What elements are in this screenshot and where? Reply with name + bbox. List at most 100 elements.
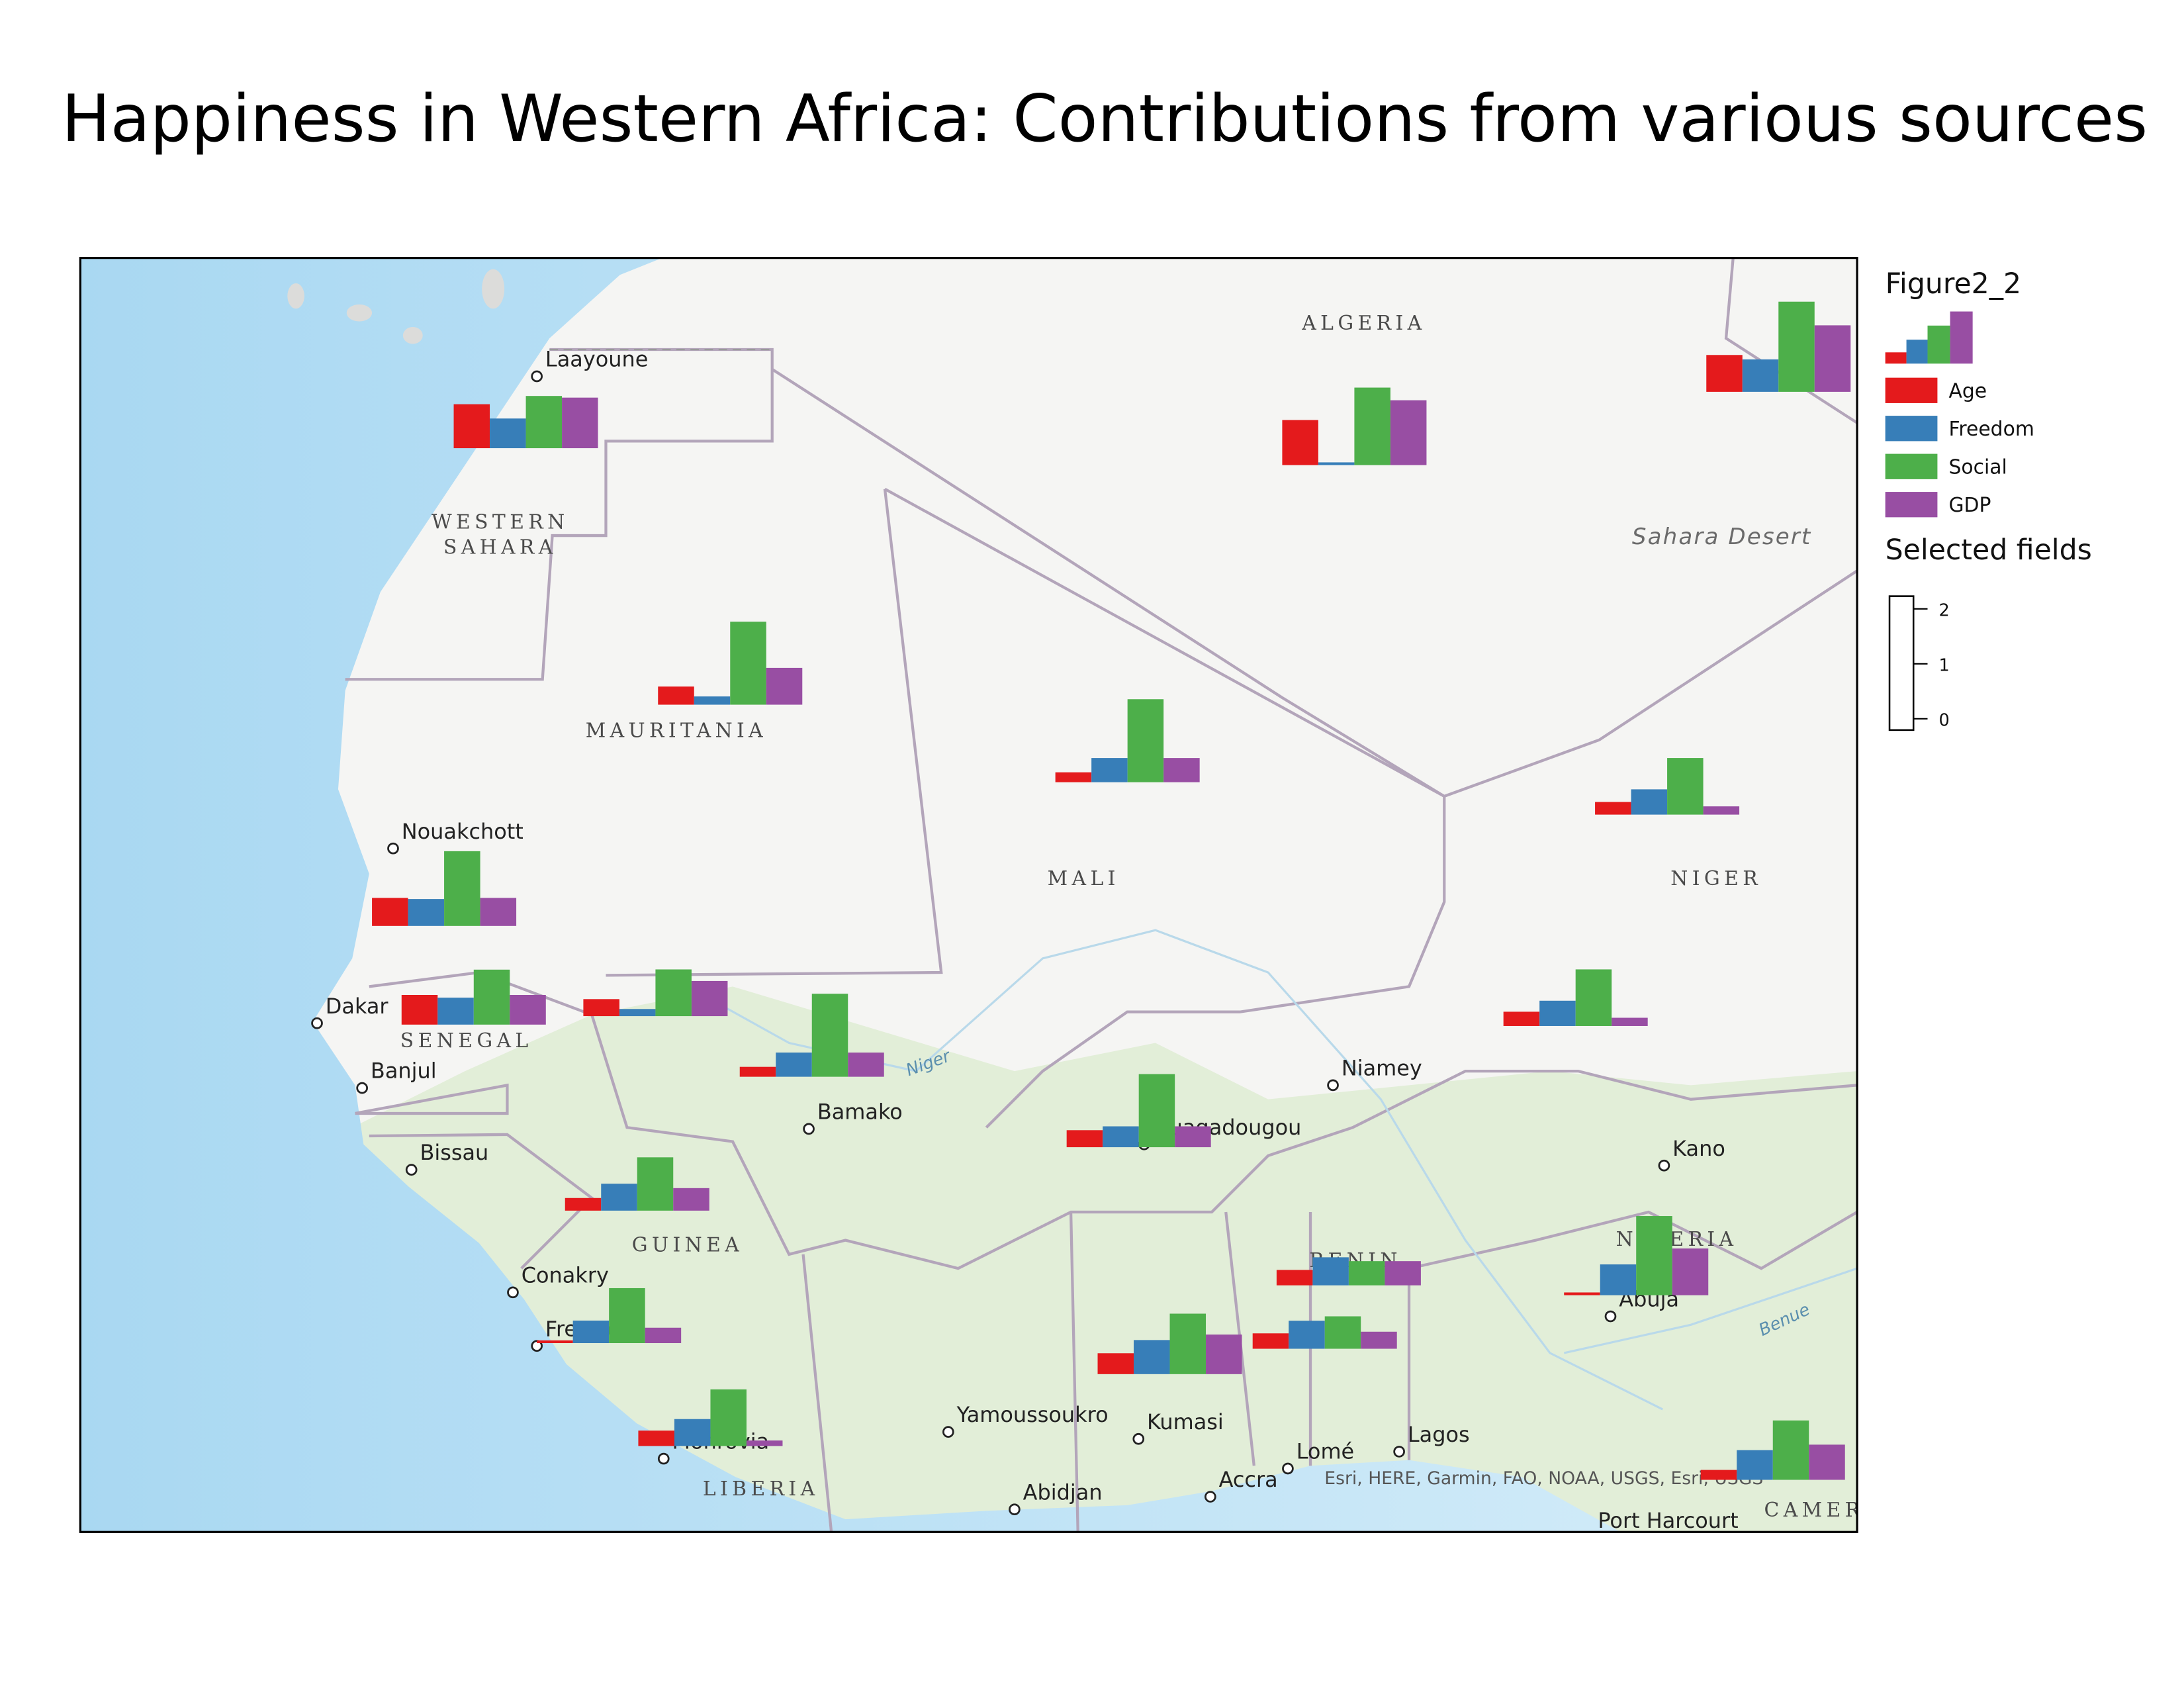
bar <box>1595 802 1631 815</box>
river <box>1563 1267 1858 1354</box>
bar <box>1055 772 1092 782</box>
bar <box>1134 1340 1170 1374</box>
city-dot <box>1327 1079 1339 1092</box>
bar <box>1276 1270 1313 1286</box>
bar <box>1772 1420 1809 1480</box>
bar <box>1672 1248 1709 1295</box>
bar <box>1636 1216 1672 1295</box>
bar <box>848 1053 884 1077</box>
bar <box>1667 758 1704 815</box>
bar <box>1631 789 1668 815</box>
bar <box>537 1340 573 1343</box>
city-label: Accra <box>1219 1467 1278 1492</box>
icon-bar <box>1927 325 1950 364</box>
city-dot <box>657 1452 670 1465</box>
city-dot <box>1132 1432 1145 1445</box>
legend-swatch <box>1885 453 1938 479</box>
bar <box>1318 462 1355 465</box>
size-tick-label: 1 <box>1939 655 1950 675</box>
bar-chart <box>1276 1257 1421 1286</box>
bar <box>1361 1331 1397 1349</box>
legend-label: Freedom <box>1948 418 2034 441</box>
bar <box>565 1197 602 1211</box>
bar <box>1312 1257 1349 1286</box>
bar <box>1703 806 1740 815</box>
legend-swatch <box>1885 416 1938 442</box>
bar <box>583 999 619 1017</box>
bar <box>1138 1074 1175 1148</box>
legend-label: Age <box>1948 379 1987 402</box>
bar <box>562 397 598 449</box>
legend: Figure2_2 Selected fields Age Freedom Soci… <box>1885 267 2092 731</box>
bar <box>1175 1126 1211 1148</box>
bar <box>601 1184 637 1211</box>
country-label: SAHARA <box>443 536 557 559</box>
bar-chart <box>372 851 517 926</box>
country-label: NIGERIA <box>1616 1228 1738 1251</box>
legend-icon <box>1885 311 1973 364</box>
bar <box>1252 1333 1289 1349</box>
city-label: Niamey <box>1342 1055 1422 1080</box>
icon-bar <box>1906 340 1928 364</box>
bar <box>1742 359 1779 392</box>
city-label: Kumasi <box>1147 1409 1224 1434</box>
bar <box>1163 758 1200 782</box>
bar-chart <box>638 1389 783 1446</box>
country-label: NIGER <box>1670 867 1762 890</box>
bar <box>1348 1261 1385 1286</box>
bar <box>480 898 517 926</box>
map-frame <box>79 257 1858 1533</box>
bar <box>1700 1470 1737 1480</box>
bar <box>1324 1316 1361 1349</box>
bar-chart <box>1282 387 1427 465</box>
bar-chart <box>583 969 728 1017</box>
bar <box>1600 1264 1637 1295</box>
map-title: Happiness in Western Africa: Contributio… <box>62 81 2148 157</box>
city-label: Abidjan <box>1023 1479 1103 1505</box>
bar <box>811 994 848 1077</box>
bar-chart <box>1503 969 1648 1026</box>
desert-label: Sahara Desert <box>1632 524 1811 550</box>
bar-chart <box>1066 1074 1211 1148</box>
bar <box>1066 1130 1103 1148</box>
bar <box>490 418 526 449</box>
size-tick-label: 2 <box>1939 600 1950 620</box>
bar <box>673 1188 709 1211</box>
city-label: Nouakchott <box>402 819 523 844</box>
city-dot <box>387 842 399 855</box>
bar <box>1539 1000 1576 1026</box>
bar <box>655 969 692 1017</box>
country-label: ALGERIA <box>1301 312 1426 335</box>
bar-chart <box>1700 1420 1845 1480</box>
bar <box>1575 969 1612 1026</box>
bar-chart <box>1564 1216 1709 1295</box>
bar <box>444 851 480 926</box>
bar <box>525 396 563 449</box>
bar <box>609 1288 645 1343</box>
bar <box>1612 1017 1648 1026</box>
icon-bar <box>1885 352 1907 364</box>
bar <box>1778 301 1815 392</box>
bar <box>638 1430 674 1446</box>
legend-swatch <box>1885 492 1938 518</box>
bar <box>1503 1011 1540 1026</box>
bar-chart <box>1055 699 1200 782</box>
bar-chart <box>1706 301 1851 392</box>
legend-label: Social <box>1948 455 2007 479</box>
icon-bar <box>1950 311 1973 364</box>
ocean <box>80 258 1621 1532</box>
size-scale <box>1888 595 1915 731</box>
bar <box>619 1009 656 1017</box>
bar-chart <box>739 994 884 1077</box>
legend-swatch <box>1885 377 1938 403</box>
bar <box>510 994 546 1025</box>
city-label: Laayoune <box>545 347 648 372</box>
bar <box>694 696 731 705</box>
bar <box>1289 1321 1325 1349</box>
bar-chart <box>401 969 546 1025</box>
bar <box>453 404 490 449</box>
bar-chart <box>1252 1316 1397 1349</box>
bar-chart <box>537 1288 682 1343</box>
bar-chart <box>1097 1313 1242 1374</box>
bar <box>1354 387 1390 465</box>
